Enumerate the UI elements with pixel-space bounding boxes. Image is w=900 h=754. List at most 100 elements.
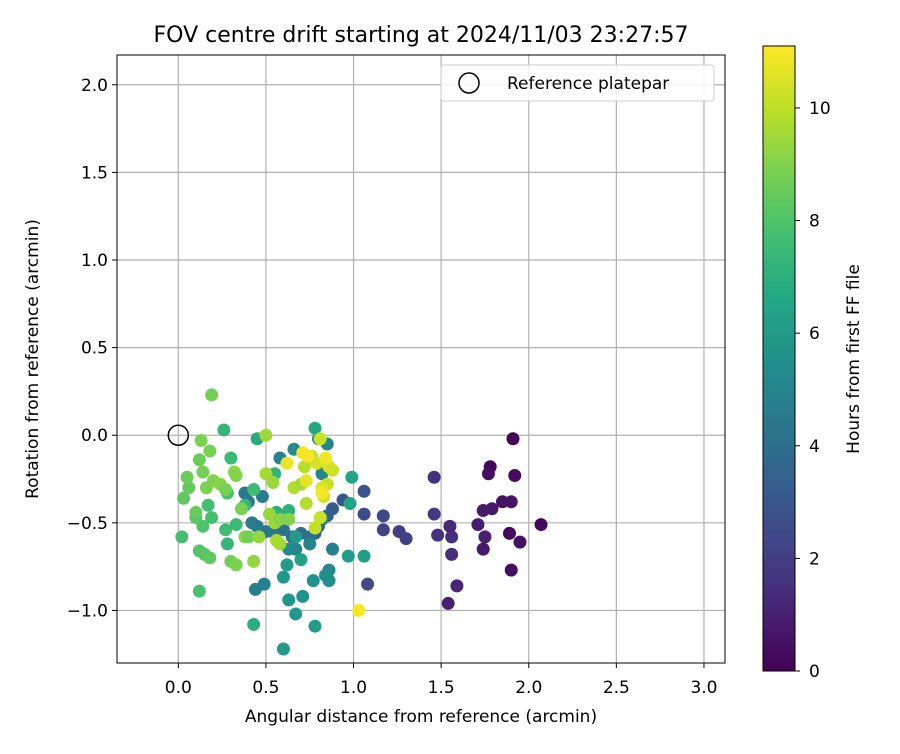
data-point — [441, 596, 455, 610]
data-point — [175, 530, 189, 544]
colorbar-tick-label: 4 — [809, 437, 820, 457]
data-point — [508, 469, 522, 483]
data-point — [259, 467, 273, 481]
data-point — [504, 495, 518, 509]
data-point — [322, 574, 336, 588]
data-point — [502, 526, 516, 540]
data-point — [219, 483, 233, 497]
data-point — [357, 507, 371, 521]
colorbar-tick-label: 8 — [809, 212, 820, 232]
data-point — [513, 535, 527, 549]
data-point — [471, 518, 485, 532]
legend-entry-reference: Reference platepar — [507, 74, 669, 94]
x-axis-label: Angular distance from reference (arcmin) — [245, 707, 597, 727]
data-point — [192, 453, 206, 467]
data-point — [427, 470, 441, 484]
data-point — [341, 549, 355, 563]
data-point — [445, 530, 459, 544]
data-point — [308, 521, 322, 535]
y-axis-label: Rotation from reference (arcmin) — [23, 219, 43, 499]
data-point — [376, 523, 390, 537]
data-point — [276, 642, 290, 656]
data-point — [476, 504, 490, 518]
data-point — [217, 423, 231, 437]
data-point — [189, 505, 203, 519]
data-point — [196, 465, 210, 479]
legend-marker-reference — [458, 72, 480, 94]
data-point — [245, 516, 259, 530]
data-point — [299, 474, 313, 488]
grid-lines — [117, 55, 725, 663]
data-point — [319, 451, 333, 465]
x-tick-label: 1.5 — [428, 678, 455, 698]
data-point — [276, 570, 290, 584]
data-point — [504, 563, 518, 577]
x-tick-label: 0.0 — [165, 678, 192, 698]
x-tick-label: 2.5 — [603, 678, 630, 698]
data-point — [431, 528, 445, 542]
y-tick-label: 0.5 — [81, 339, 108, 359]
colorbar-gradient — [762, 45, 796, 672]
data-point — [282, 593, 296, 607]
data-point — [205, 511, 219, 525]
y-tick-label: 1.0 — [81, 251, 108, 271]
data-point — [247, 554, 261, 568]
colorbar-tick-label: 10 — [809, 99, 831, 119]
colorbar-tick-label: 0 — [809, 662, 820, 682]
data-point — [177, 491, 191, 505]
data-point — [280, 558, 294, 572]
data-point — [257, 577, 271, 591]
x-axis-ticks: 0.0 0.5 1.0 1.5 2.0 2.5 3.0 — [165, 663, 717, 698]
data-point — [450, 579, 464, 593]
data-point — [203, 444, 217, 458]
data-point — [266, 476, 280, 490]
data-point — [289, 530, 303, 544]
data-point — [255, 490, 269, 504]
data-point — [289, 607, 303, 621]
data-point — [445, 547, 459, 561]
data-point — [352, 603, 366, 617]
data-point — [534, 518, 548, 532]
data-point — [280, 456, 294, 470]
data-point — [427, 507, 441, 521]
x-tick-label: 2.0 — [515, 678, 542, 698]
data-point — [301, 449, 315, 463]
data-point — [203, 551, 217, 565]
y-tick-label: −0.5 — [67, 514, 108, 534]
data-point — [308, 421, 322, 435]
data-point — [241, 530, 255, 544]
data-point — [229, 469, 243, 483]
data-point — [247, 617, 261, 631]
colorbar: 0 2 4 6 8 10 Hours from first FF file — [762, 45, 864, 682]
data-point — [303, 537, 317, 551]
data-point — [194, 433, 208, 447]
data-point — [229, 558, 243, 572]
data-point — [326, 463, 340, 477]
colorbar-tick-label: 6 — [809, 324, 820, 344]
legend-box — [440, 64, 715, 102]
data-point — [259, 428, 273, 442]
data-point — [282, 512, 296, 526]
data-point — [399, 532, 413, 546]
data-point — [357, 549, 371, 563]
plot-frame — [116, 54, 726, 664]
data-point — [229, 518, 243, 532]
data-point — [219, 523, 233, 537]
data-point — [296, 589, 310, 603]
data-point — [506, 432, 520, 446]
x-tick-label: 0.5 — [252, 678, 279, 698]
y-tick-label: 0.0 — [81, 426, 108, 446]
data-point — [313, 432, 327, 446]
data-point — [196, 519, 210, 533]
data-point — [182, 481, 196, 495]
data-point — [443, 519, 457, 533]
x-tick-label: 3.0 — [690, 678, 717, 698]
data-point — [478, 530, 492, 544]
data-point — [299, 497, 313, 511]
data-point — [313, 511, 327, 525]
chart-title: FOV centre drift starting at 2024/11/03 … — [154, 23, 689, 48]
colorbar-ticks: 0 2 4 6 8 10 — [795, 99, 831, 682]
data-point — [481, 467, 495, 481]
